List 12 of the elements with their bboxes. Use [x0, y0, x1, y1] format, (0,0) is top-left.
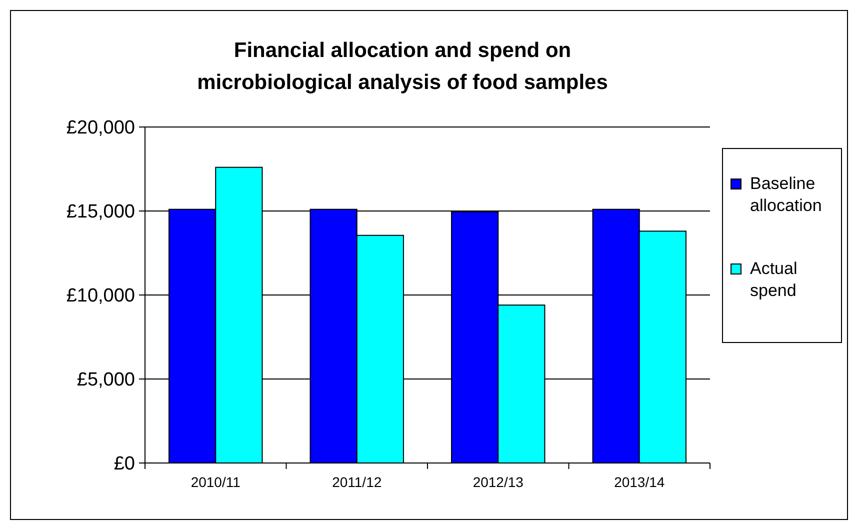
x-tick-label: 2011/12 [332, 474, 382, 490]
y-tick-label: £0 [114, 454, 135, 475]
y-tick-label: £15,000 [66, 202, 135, 223]
chart-title: Financial allocation and spend on microbiological analysis of food samples [197, 39, 608, 94]
x-tick-label: 2010/11 [190, 474, 241, 490]
y-tick-label: £10,000 [66, 286, 135, 307]
x-tick-label: 2013/14 [614, 474, 665, 490]
y-tick-label: £5,000 [76, 370, 135, 391]
y-tick-label: £20,000 [66, 118, 135, 139]
legend-label: Actual spend [750, 259, 798, 300]
x-tick-label: 2012/13 [472, 474, 524, 490]
legend-label: Baseline allocation [750, 174, 822, 215]
